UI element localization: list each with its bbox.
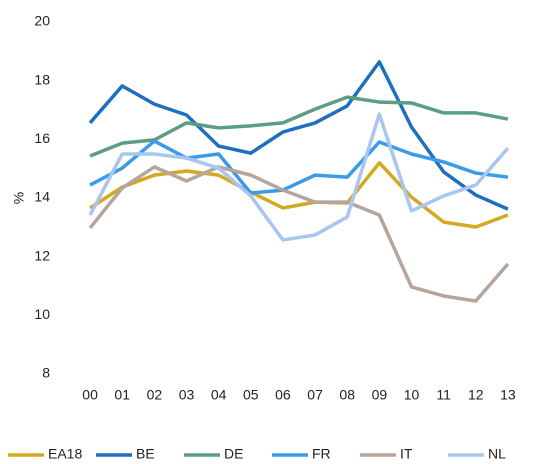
legend-label: IT	[400, 446, 413, 462]
series-line	[89, 161, 509, 229]
x-tick-label: 12	[468, 387, 484, 403]
x-tick-label: 10	[404, 387, 420, 403]
series-line	[89, 95, 509, 158]
x-tick-label: 01	[114, 387, 130, 403]
series-line	[88, 165, 510, 303]
legend-label: NL	[488, 446, 506, 462]
series-line	[88, 60, 509, 211]
y-axis-label: %	[11, 192, 27, 204]
y-tick-label: 14	[34, 189, 50, 205]
x-tick-label: 00	[82, 387, 98, 403]
y-tick-label: 8	[42, 365, 50, 381]
legend-label: EA18	[48, 446, 82, 462]
legend-label: BE	[136, 446, 155, 462]
y-tick-label: 12	[34, 247, 50, 263]
y-tick-label: 18	[34, 71, 50, 87]
y-tick-label: 20	[34, 13, 50, 29]
x-tick-label: 07	[307, 387, 323, 403]
x-tick-label: 05	[243, 387, 259, 403]
x-tick-label: 02	[147, 387, 163, 403]
legend-label: FR	[312, 446, 331, 462]
x-tick-label: 13	[500, 387, 516, 403]
series-line	[88, 112, 510, 242]
x-tick-label: 09	[372, 387, 388, 403]
x-tick-label: 04	[211, 387, 227, 403]
x-tick-label: 11	[436, 387, 451, 403]
x-tick-label: 03	[179, 387, 195, 403]
x-tick-label: 06	[275, 387, 291, 403]
x-tick-label: 08	[339, 387, 355, 403]
y-tick-label: 16	[34, 130, 50, 146]
series-line	[89, 139, 509, 195]
y-tick-label: 10	[34, 306, 50, 322]
legend-label: DE	[224, 446, 243, 462]
